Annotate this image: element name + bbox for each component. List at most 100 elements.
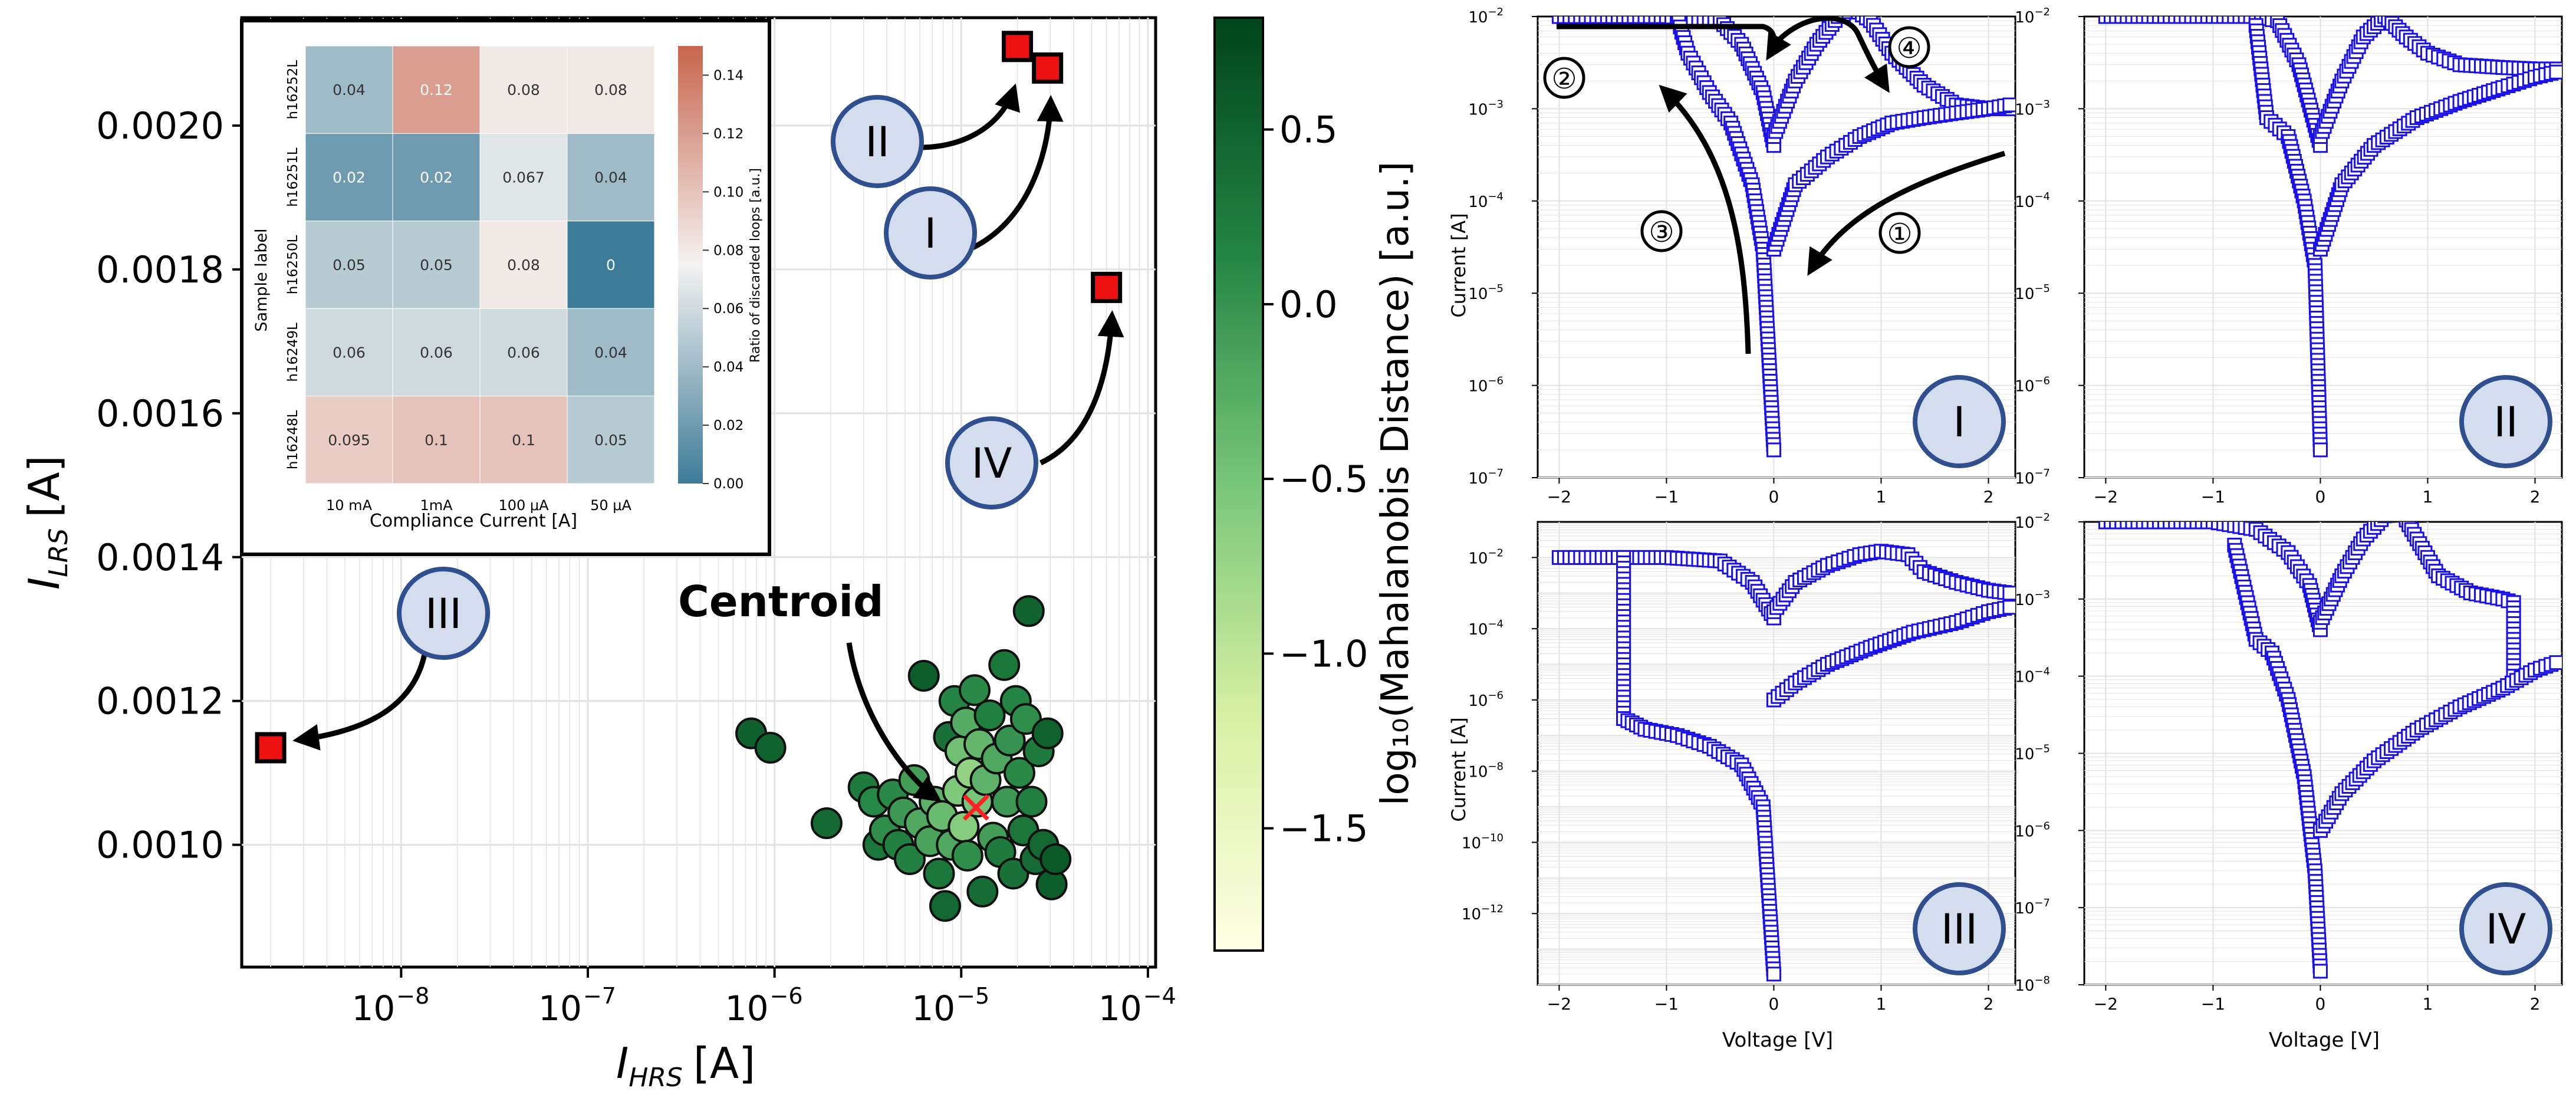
iv-x-tick-label: 1 xyxy=(1876,994,1887,1014)
iv-x-tick-label: 2 xyxy=(2530,994,2541,1014)
heatmap-cell xyxy=(567,133,655,222)
iv-y-tick-label: 10−2 xyxy=(2015,6,2050,27)
heatmap-cbar-tick-label: 0.10 xyxy=(713,185,743,200)
scatter-x-label: IHRS [A] xyxy=(616,1038,755,1093)
callout-arrow-III xyxy=(292,654,427,751)
sweep-annotations: ② ④ ① ③ xyxy=(1543,15,2006,354)
heatmap-cell xyxy=(479,45,568,134)
iv-marker xyxy=(2384,508,2397,521)
svg-text:②: ② xyxy=(1551,63,1577,96)
outlier-marker-II xyxy=(1002,31,1034,63)
heatmap-row-label: h16251L xyxy=(285,147,301,207)
centroid-marker xyxy=(962,794,989,821)
heatmap-row-label: h16252L xyxy=(285,60,301,120)
scatter-point xyxy=(1003,757,1035,789)
svg-text:II: II xyxy=(865,118,889,166)
heatmap-cbar-tick-label: 0.06 xyxy=(713,301,743,317)
iv-y-tick-label: 10−3 xyxy=(2015,589,2050,609)
iv-y-tick-label: 10−10 xyxy=(1462,831,1504,852)
iv-marker xyxy=(2002,97,2015,113)
scatter-x-tick-label: 10−7 xyxy=(538,983,616,1028)
heatmap-cell-label: 0.067 xyxy=(502,169,545,186)
scatter-point xyxy=(966,875,999,908)
scatter-point xyxy=(929,890,961,922)
outlier-marker-I xyxy=(1032,52,1064,84)
sweep-arrow-4 xyxy=(1772,15,1890,93)
iv-y-tick-label: 10−7 xyxy=(2015,897,2050,918)
iv-panels: −2 −1 0 1 210−710−610−510−410−310−2I−2 −1 0 1 21… xyxy=(1462,3,2563,1014)
heatmap-cell-label: 0.02 xyxy=(333,169,366,186)
iv-x-tick-label: −1 xyxy=(2201,994,2225,1014)
iv-data xyxy=(2098,504,2562,979)
sweep-step-4: ④ xyxy=(1888,26,1930,68)
iv-x-tick-label: 0 xyxy=(2315,994,2326,1014)
heatmap-cell-label: 0.02 xyxy=(420,169,453,186)
iv-y-tick-label: 10−6 xyxy=(1468,375,1504,396)
scatter-point xyxy=(973,699,1006,732)
scatter-point xyxy=(988,649,1021,681)
iv-panel-badge-label: III xyxy=(1941,905,1978,954)
scatter-x-tick-label: 10−6 xyxy=(725,983,803,1028)
iv-y-tick-label: 10−6 xyxy=(1468,689,1504,710)
heatmap-cell-label: 0.06 xyxy=(420,344,453,361)
heatmap-cell-label: 0.04 xyxy=(333,81,366,98)
iv-x-tick-label: 2 xyxy=(1983,994,1994,1014)
heatmap-cell xyxy=(567,45,655,134)
iv-y-tick-label: 10−3 xyxy=(2015,98,2050,119)
heatmap-col-label: 1mA xyxy=(420,497,453,514)
scatter-y-tick-label: 0.0020 xyxy=(96,104,224,147)
iv-panel-badge xyxy=(1913,375,2006,468)
iv-marker xyxy=(2377,522,2393,524)
scatter-y-tick-label: 0.0014 xyxy=(96,536,224,579)
iv-x-tick-label: −2 xyxy=(2094,994,2118,1014)
heatmap-cbar-tick-label: 0.12 xyxy=(713,126,743,142)
heatmap-cell xyxy=(392,133,481,222)
heatmap-cell xyxy=(479,133,568,222)
scatter-point xyxy=(893,843,926,876)
centroid-x-stroke xyxy=(962,794,989,821)
scatter-point xyxy=(1009,703,1042,735)
iv-y-tick-label: 10−4 xyxy=(1468,618,1504,639)
heatmap-inset: 0.04 0.12 0.08 0.08 0.02 0.02 0.067 0.04 0.05 0.0… xyxy=(240,19,771,556)
iv-marker xyxy=(1766,966,1781,982)
iv-y-tick-label: 10−8 xyxy=(2015,974,2050,995)
iv-x-tick-label: 2 xyxy=(2530,487,2541,507)
svg-text:①: ① xyxy=(1887,218,1912,251)
iv-y-tick-label: 10−4 xyxy=(2015,666,2050,686)
iv-panel-I: −2 −1 0 1 2 10−7 10−6 10−5 10−4 10−3 10−2 I xyxy=(1468,3,2016,507)
mahalanobis-tick-label: 0.5 xyxy=(1279,109,1338,152)
heatmap-y-label: Sample label xyxy=(252,228,271,331)
svg-text:④: ④ xyxy=(1896,32,1922,65)
scatter-point xyxy=(959,674,991,706)
outlier-bubble-III: III xyxy=(397,567,490,660)
heatmap-row-label: h16250L xyxy=(285,235,301,295)
outlier-bubble-II: II xyxy=(831,95,924,188)
iv-marker xyxy=(2394,504,2407,517)
iv-marker xyxy=(2396,522,2411,523)
iv-y-tick-label: 10−7 xyxy=(1468,467,1504,488)
iv-x-tick-label: −2 xyxy=(2094,487,2118,507)
iv-marker xyxy=(1848,3,1861,16)
iv-marker xyxy=(2389,506,2402,519)
iv-y-tick-label: 10−12 xyxy=(1462,903,1504,923)
iv-panel-badge xyxy=(2459,882,2552,975)
iv-y-tick-label: 10−3 xyxy=(1468,98,1504,119)
heatmap-cell-label: 0.1 xyxy=(425,432,448,449)
iv-x-label-right: Voltage [V] xyxy=(2269,1028,2380,1052)
iv-x-tick-label: −1 xyxy=(1654,994,1679,1014)
scatter-y-label: ILRS[A] xyxy=(19,455,74,590)
sweep-arrow-3 xyxy=(1659,84,1751,354)
iv-x-tick-label: 1 xyxy=(2423,994,2433,1014)
callout-arrow-IV xyxy=(1039,310,1124,466)
scatter-x-tick-label: 10−8 xyxy=(351,983,429,1028)
heatmap-cell-label: 0.06 xyxy=(333,344,366,361)
iv-marker xyxy=(2374,522,2389,527)
iv-y-tick-label: 10−8 xyxy=(1468,761,1504,781)
heatmap-cell xyxy=(567,396,655,484)
heatmap-colorbar-ticks: 0.14 0.12 0.10 0.08 0.06 0.04 0.02 0.00 xyxy=(703,68,743,492)
iv-panel-III: −2 −1 0 1 2 10−12 10−10 10−8 10−6 10−4 10−2 III xyxy=(1462,521,2016,1014)
scatter-x-tick-label: 10−5 xyxy=(912,983,989,1028)
scatter-y-tick-label: 0.0018 xyxy=(96,248,224,291)
heatmap-col-label: 100 μA xyxy=(498,497,549,514)
